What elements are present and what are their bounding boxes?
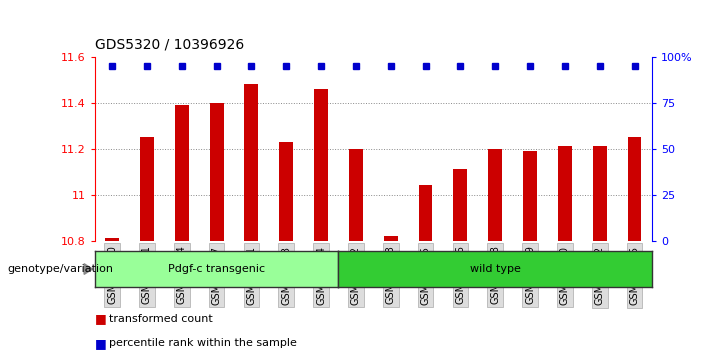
Bar [558, 146, 572, 241]
Bar [175, 105, 189, 241]
Bar [210, 103, 224, 241]
Bar [314, 89, 328, 241]
Bar [593, 146, 606, 241]
Bar [245, 84, 259, 241]
Bar [105, 238, 119, 241]
Text: percentile rank within the sample: percentile rank within the sample [109, 338, 297, 348]
Bar [383, 236, 397, 241]
Text: transformed count: transformed count [109, 314, 212, 324]
Text: ■: ■ [95, 312, 107, 325]
Bar [140, 137, 154, 241]
Bar [523, 151, 537, 241]
Text: GDS5320 / 10396926: GDS5320 / 10396926 [95, 37, 244, 51]
Text: ■: ■ [95, 337, 107, 350]
Text: genotype/variation: genotype/variation [7, 264, 113, 274]
Text: Pdgf-c transgenic: Pdgf-c transgenic [168, 264, 265, 274]
Bar [627, 137, 641, 241]
Bar [488, 149, 502, 241]
Bar [454, 170, 468, 241]
Bar [279, 142, 293, 241]
Text: wild type: wild type [470, 264, 521, 274]
Bar [418, 185, 433, 241]
Bar [349, 149, 363, 241]
